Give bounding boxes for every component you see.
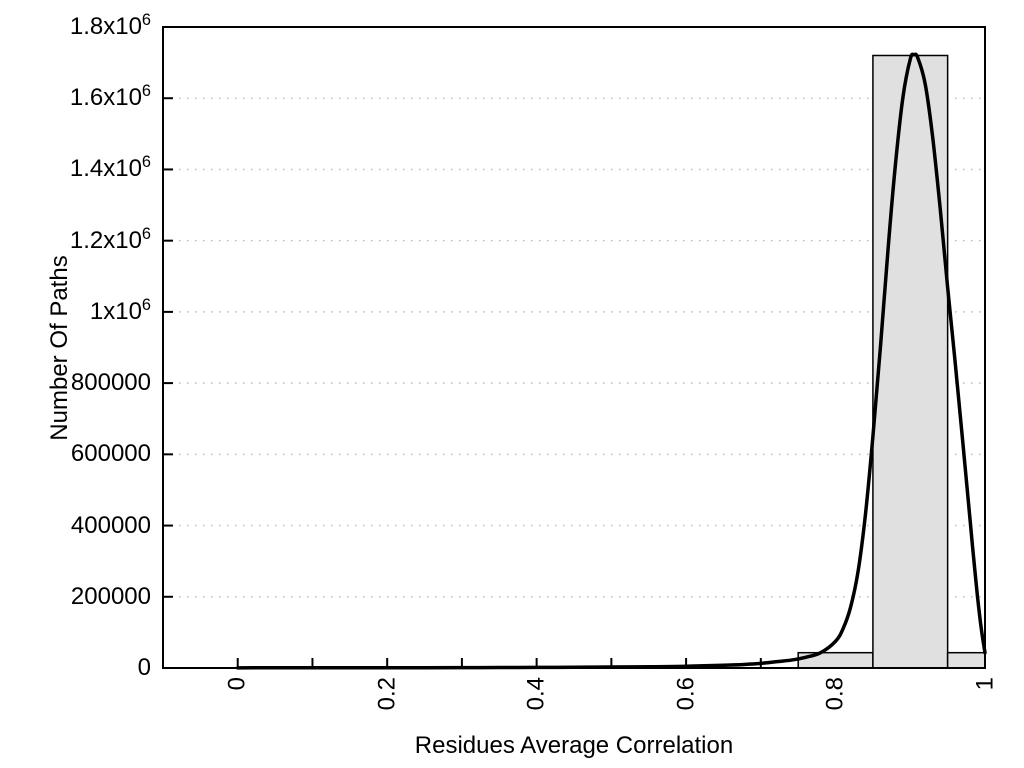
x-tick-label: 0.6: [672, 677, 700, 711]
y-tick-label: 1.8x106: [69, 11, 151, 40]
y-tick-label: 400000: [70, 511, 151, 539]
y-tick-label: 0: [137, 654, 151, 681]
y-axis-title: Number Of Paths: [46, 255, 73, 441]
histogram-bar: [872, 54, 949, 669]
x-tick-label: 0.8: [821, 677, 849, 711]
y-tick-label: 800000: [70, 369, 151, 397]
y-tick-label: 600000: [70, 440, 151, 468]
x-axis-title: Residues Average Correlation: [414, 732, 734, 759]
y-tick-label: 200000: [70, 582, 151, 610]
x-tick-label: 0.2: [373, 677, 401, 711]
y-tick-label: 1.6x106: [69, 82, 151, 112]
histogram-bar: [946, 651, 986, 669]
y-tick-label: 1.2x106: [69, 224, 151, 254]
x-tick-label: 0.4: [522, 677, 550, 711]
y-tick-label: 1.4x106: [69, 153, 151, 183]
x-tick-label: 1: [971, 677, 998, 691]
x-tick-label: 0: [223, 677, 251, 691]
y-tick-label: 1x106: [89, 295, 151, 325]
plot-border: [162, 26, 986, 669]
